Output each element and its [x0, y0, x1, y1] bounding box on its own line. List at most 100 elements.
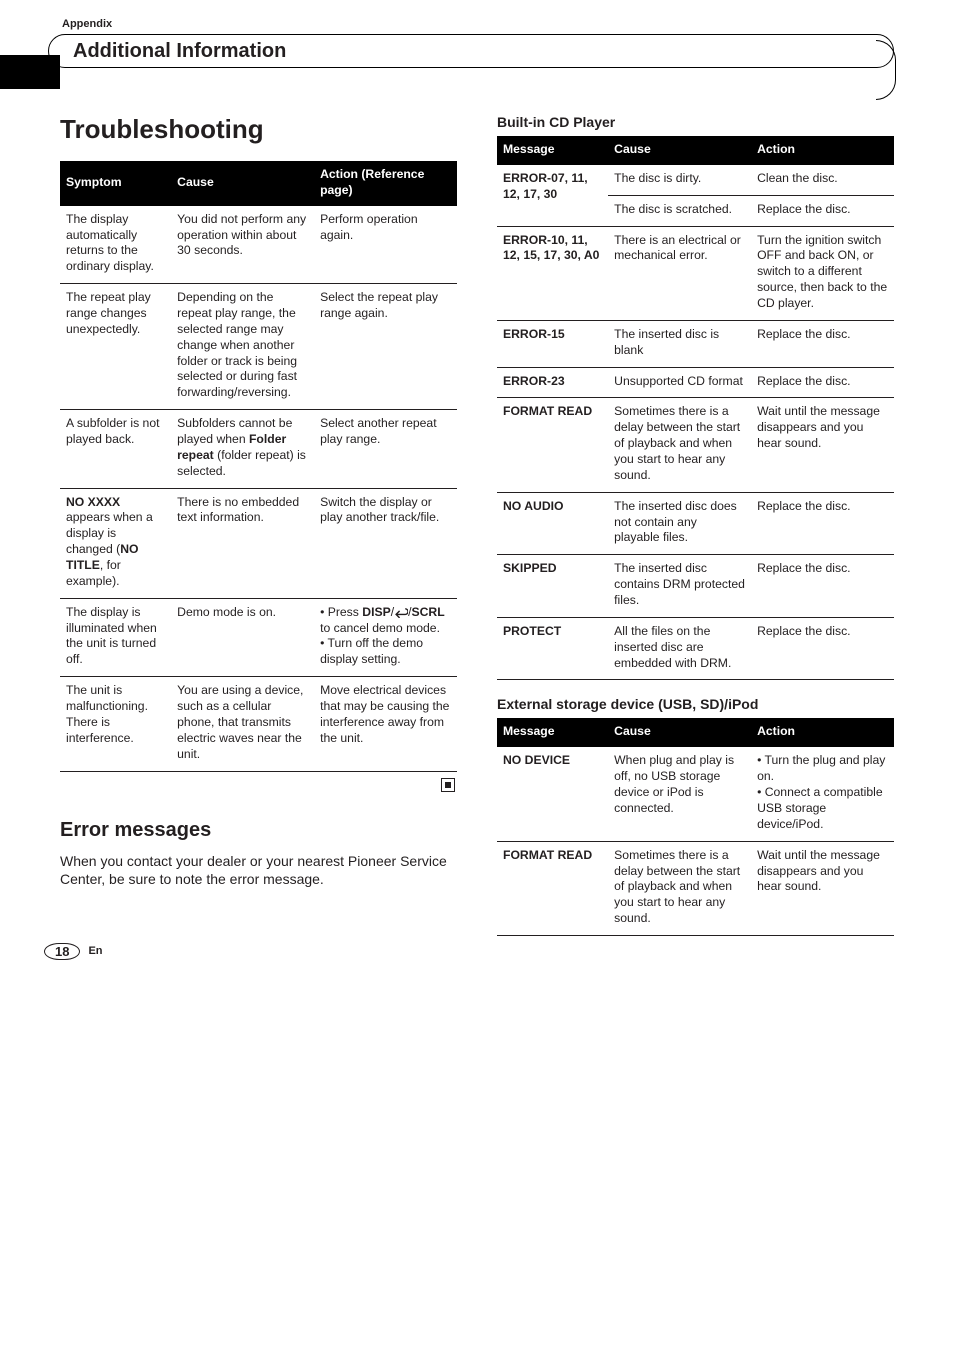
cell-cause: Sometimes there is a delay between the s… [608, 398, 751, 492]
cell-cause: The disc is scratched. [608, 195, 751, 226]
cell-cause: You did not perform any operation within… [171, 205, 314, 283]
cell-action: Wait until the message disappears and yo… [751, 398, 894, 492]
th-cause: Cause [608, 718, 751, 746]
cell-action: Select another repeat play range. [314, 410, 457, 488]
cell-cause: All the files on the inserted disc are e… [608, 617, 751, 680]
header-right-cap [876, 40, 896, 100]
cell-message: NO AUDIO [497, 492, 608, 555]
text-bold: SCRL [412, 605, 445, 619]
table-row: PROTECT All the files on the inserted di… [497, 617, 894, 680]
cell-message: ERROR-15 [497, 320, 608, 367]
th-message: Message [497, 718, 608, 746]
text: appears when a display is changed ( [66, 510, 153, 556]
page-footer: 18 En [44, 943, 103, 960]
cell-action: Perform operation again. [314, 205, 457, 283]
th-cause: Cause [608, 136, 751, 164]
cell-action: Turn the ignition switch OFF and back ON… [751, 226, 894, 320]
back-icon [394, 608, 408, 618]
error-messages-heading: Error messages [60, 819, 457, 842]
table-row: FORMAT READ Sometimes there is a delay b… [497, 398, 894, 492]
table-row: NO DEVICE When plug and play is off, no … [497, 747, 894, 841]
cell-cause: There is no embedded text information. [171, 488, 314, 598]
cell-cause: The disc is dirty. [608, 164, 751, 195]
table-row: SKIPPED The inserted disc contains DRM p… [497, 555, 894, 618]
table-row: FORMAT READ Sometimes there is a delay b… [497, 841, 894, 935]
text: to cancel demo mode. [320, 621, 440, 635]
th-action: Action (Reference page) [314, 161, 457, 205]
cd-player-heading: Built-in CD Player [497, 114, 894, 130]
cell-symptom: The unit is malfunctioning. There is int… [60, 677, 171, 771]
cell-action: • Turn the plug and play on. • Connect a… [751, 747, 894, 841]
table-row: ERROR-07, 11, 12, 17, 30 The disc is dir… [497, 164, 894, 195]
text: • Press [320, 605, 362, 619]
cell-message: ERROR-23 [497, 367, 608, 398]
text: • Connect a compatible USB storage devic… [757, 785, 883, 831]
cell-cause: Depending on the repeat play range, the … [171, 284, 314, 410]
section-end-icon [60, 772, 457, 795]
left-column: Troubleshooting Symptom Cause Action (Re… [60, 114, 457, 936]
cell-action: Clean the disc. [751, 164, 894, 195]
cell-symptom: The display automatically returns to the… [60, 205, 171, 283]
cell-action: Replace the disc. [751, 555, 894, 618]
table-row: The display automatically returns to the… [60, 205, 457, 283]
cell-message: ERROR-07, 11, 12, 17, 30 [497, 164, 608, 226]
text-bold: DISP [362, 605, 390, 619]
text: • Turn off the demo display setting. [320, 636, 423, 666]
table-row: The display is illuminated when the unit… [60, 598, 457, 676]
th-message: Message [497, 136, 608, 164]
cell-message: PROTECT [497, 617, 608, 680]
section-title: Additional Information [73, 40, 286, 63]
cell-action: Switch the display or play another track… [314, 488, 457, 598]
cell-symptom: The display is illuminated when the unit… [60, 598, 171, 676]
cell-action: Replace the disc. [751, 195, 894, 226]
cell-message: SKIPPED [497, 555, 608, 618]
table-row: ERROR-23 Unsupported CD format Replace t… [497, 367, 894, 398]
cell-symptom: The repeat play range changes unexpected… [60, 284, 171, 410]
page-number: 18 [44, 943, 80, 960]
th-action: Action [751, 136, 894, 164]
cell-cause: Demo mode is on. [171, 598, 314, 676]
th-symptom: Symptom [60, 161, 171, 205]
right-column: Built-in CD Player Message Cause Action … [497, 114, 894, 936]
table-row: ERROR-15 The inserted disc is blank Repl… [497, 320, 894, 367]
cell-action: Select the repeat play range again. [314, 284, 457, 410]
cell-action: Replace the disc. [751, 320, 894, 367]
cell-symptom: A subfolder is not played back. [60, 410, 171, 488]
cell-cause: Unsupported CD format [608, 367, 751, 398]
text-bold: NO XXXX [66, 495, 120, 509]
cell-cause: The inserted disc contains DRM protected… [608, 555, 751, 618]
cell-cause: The inserted disc does not contain any p… [608, 492, 751, 555]
cell-action: Replace the disc. [751, 617, 894, 680]
external-device-heading: External storage device (USB, SD)/iPod [497, 696, 894, 712]
cell-cause: When plug and play is off, no USB storag… [608, 747, 751, 841]
th-action: Action [751, 718, 894, 746]
cell-action: Replace the disc. [751, 492, 894, 555]
cell-message: FORMAT READ [497, 841, 608, 935]
cell-action: • Press DISP//SCRL to cancel demo mode. … [314, 598, 457, 676]
cell-message: ERROR-10, 11, 12, 15, 17, 30, A0 [497, 226, 608, 320]
cell-cause: Sometimes there is a delay between the s… [608, 841, 751, 935]
cell-message: FORMAT READ [497, 398, 608, 492]
cell-cause: There is an electrical or mechanical err… [608, 226, 751, 320]
external-error-table: Message Cause Action NO DEVICE When plug… [497, 718, 894, 935]
cell-cause: You are using a device, such as a cellul… [171, 677, 314, 771]
cell-action: Replace the disc. [751, 367, 894, 398]
cell-message: NO DEVICE [497, 747, 608, 841]
text: • Turn the plug and play on. [757, 753, 885, 783]
section-header-bar: Additional Information [48, 34, 894, 68]
cell-action: Move electrical devices that may be caus… [314, 677, 457, 771]
appendix-label: Appendix [62, 18, 894, 30]
error-messages-text: When you contact your dealer or your nea… [60, 852, 457, 890]
language-label: En [88, 945, 102, 957]
th-cause: Cause [171, 161, 314, 205]
cell-cause: Subfolders cannot be played when Folder … [171, 410, 314, 488]
troubleshooting-table: Symptom Cause Action (Reference page) Th… [60, 161, 457, 772]
cell-symptom: NO XXXX appears when a display is change… [60, 488, 171, 598]
troubleshooting-heading: Troubleshooting [60, 114, 457, 145]
table-row: ERROR-10, 11, 12, 15, 17, 30, A0 There i… [497, 226, 894, 320]
cell-cause: The inserted disc is blank [608, 320, 751, 367]
table-row: NO AUDIO The inserted disc does not cont… [497, 492, 894, 555]
table-row: NO XXXX appears when a display is change… [60, 488, 457, 598]
table-row: A subfolder is not played back. Subfolde… [60, 410, 457, 488]
cd-error-table: Message Cause Action ERROR-07, 11, 12, 1… [497, 136, 894, 680]
